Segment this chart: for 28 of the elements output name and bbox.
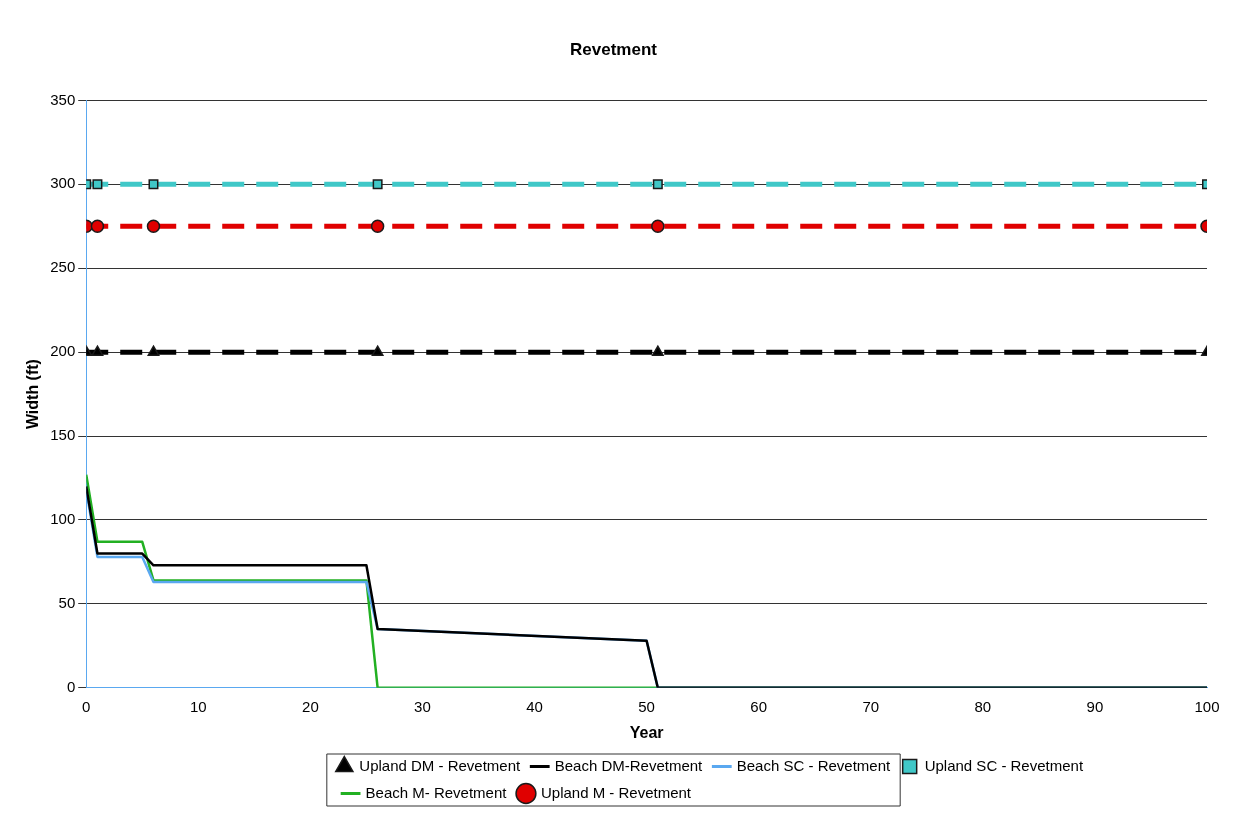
y-tick-label: 300 [50, 174, 76, 192]
legend-label: Upland DM - Revetment [359, 756, 522, 774]
x-tick-label: 0 [82, 697, 91, 715]
x-tick-label: 10 [189, 697, 207, 715]
x-axis-title: Year [629, 723, 664, 741]
x-tick-label: 20 [302, 697, 319, 715]
y-tick-label: 0 [66, 677, 76, 695]
x-tick-label: 100 [1194, 697, 1220, 715]
x-tick-label: 60 [750, 697, 768, 715]
y-axis-title: Width (ft) [24, 359, 42, 430]
x-tick-label: 90 [1086, 697, 1104, 715]
y-tick-label: 250 [50, 258, 76, 276]
y-tick-label: 350 [50, 90, 76, 108]
x-tick-label: 80 [974, 697, 992, 715]
legend-label: Beach DM-Revetment [554, 756, 704, 774]
y-tick-label: 200 [50, 342, 76, 360]
x-tick-label: 50 [638, 697, 655, 715]
y-tick-label: 100 [50, 510, 76, 528]
x-tick-label: 30 [414, 697, 431, 715]
chart-title: Revetment [570, 39, 658, 59]
legend-label: Upland SC - Revetment [924, 756, 1084, 774]
legend-label: Beach M- Revetment [365, 783, 508, 801]
legend-label: Upland M - Revetment [540, 783, 692, 801]
legend-label: Beach SC - Revetment [736, 756, 891, 774]
x-tick-label: 40 [526, 697, 543, 715]
y-tick-label: 150 [50, 426, 76, 444]
x-tick-label: 70 [862, 697, 880, 715]
y-tick-label: 50 [58, 594, 76, 612]
